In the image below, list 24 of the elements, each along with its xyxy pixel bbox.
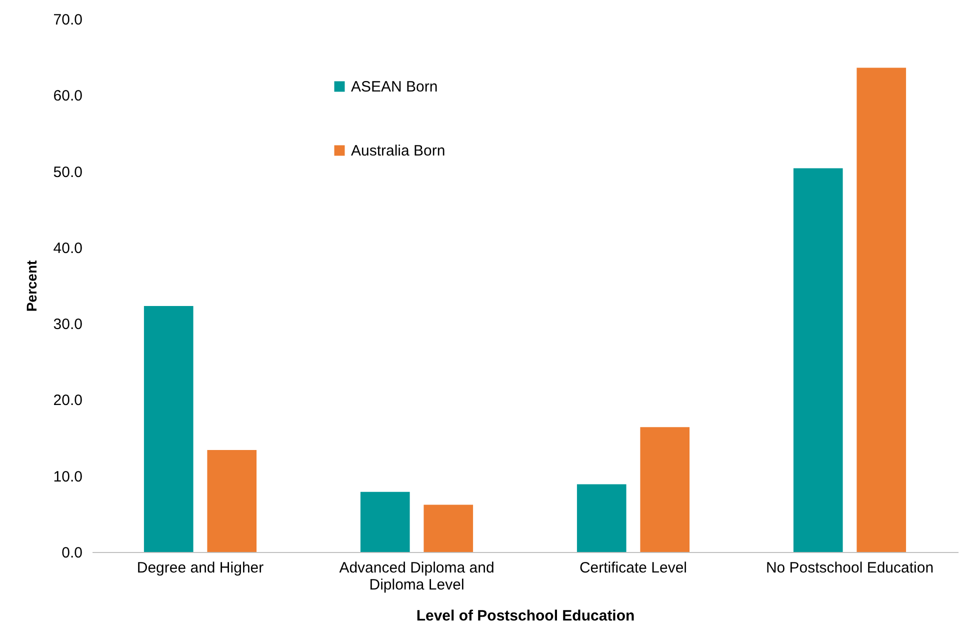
y-tick-label: 50.0 [53,164,82,181]
x-axis-title: Level of Postschool Education [416,608,635,624]
y-tick-label: 10.0 [53,468,82,486]
y-tick-label: 0.0 [62,544,82,562]
legend-label: Australia Born [351,142,446,160]
x-tick-label: Degree and Higher [136,560,264,576]
y-axis-title: Percent [23,260,40,312]
bar [424,504,474,552]
x-tick-label: No Postschool Education [766,560,934,576]
y-tick-label: 40.0 [53,240,82,257]
bar [360,492,410,552]
bar [640,427,690,552]
bar [207,450,257,552]
x-tick-label: Advanced Diploma and Diploma Level [339,560,494,594]
legend-label: ASEAN Born [351,78,438,96]
bar [856,68,906,552]
bar [576,484,626,552]
bar [144,306,194,552]
y-tick-label: 20.0 [53,392,82,410]
y-tick-label: 30.0 [53,316,82,334]
y-tick-label: 70.0 [53,12,82,28]
x-tick-label: Certificate Level [579,560,688,576]
y-tick-label: 60.0 [53,88,82,105]
bar [793,168,843,552]
